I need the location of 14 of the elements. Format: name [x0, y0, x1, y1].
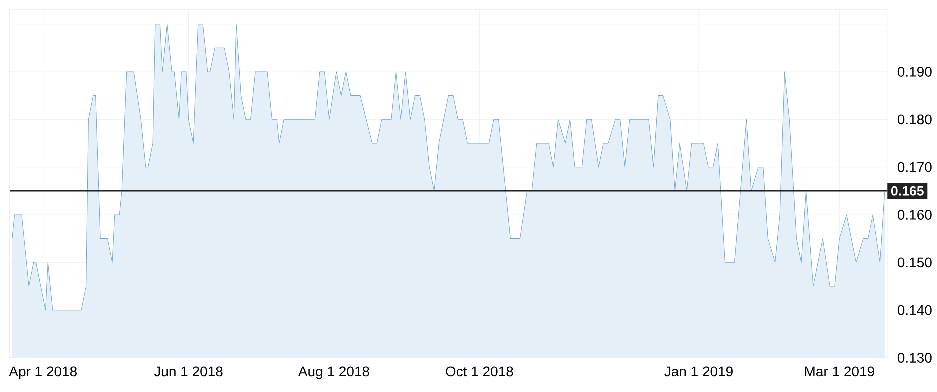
y-tick-label: 0.160 [898, 210, 932, 220]
y-tick-label: 0.190 [898, 67, 932, 77]
x-tick-label: Mar 1 2019 [805, 366, 874, 377]
ref-line-label: 0.165 [891, 186, 924, 196]
y-tick-label: 0.150 [898, 258, 932, 268]
y-tick-label: 0.130 [898, 353, 932, 363]
x-tick-label: Jun 1 2018 [154, 366, 223, 377]
y-tick-label: 0.140 [898, 305, 932, 316]
x-tick-label: Oct 1 2018 [446, 366, 514, 377]
x-tick-label: Jan 1 2019 [664, 366, 733, 377]
y-tick-label: 0.170 [898, 162, 932, 172]
y-tick-label: 0.180 [898, 114, 932, 125]
x-tick-label: Aug 1 2018 [298, 366, 370, 380]
x-tick-label: Apr 1 2018 [9, 366, 77, 380]
